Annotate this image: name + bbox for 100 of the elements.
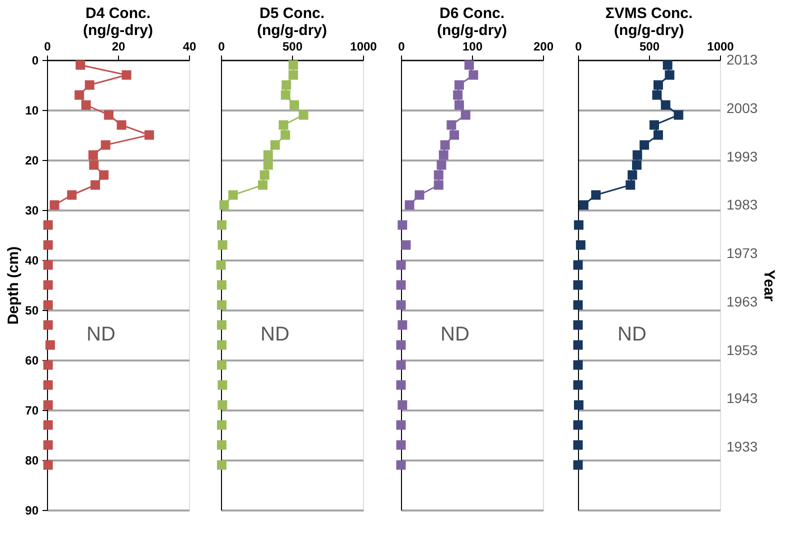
text: 2003 <box>726 100 758 116</box>
point <box>216 220 226 230</box>
point <box>453 90 463 100</box>
point <box>228 190 238 200</box>
point <box>218 240 228 250</box>
point <box>653 130 663 140</box>
y-tick-label: 70 <box>25 404 39 418</box>
point <box>436 160 446 170</box>
point <box>573 280 583 290</box>
point <box>43 460 53 470</box>
x-tick-label: 200 <box>533 40 554 54</box>
point <box>288 60 298 70</box>
point <box>468 70 478 80</box>
chart-title: D4 Conc. (ng/g-dry) <box>83 5 153 39</box>
point <box>218 400 228 410</box>
point <box>632 160 642 170</box>
point <box>464 60 474 70</box>
point <box>396 420 406 430</box>
point <box>288 70 298 80</box>
point <box>216 420 226 430</box>
annotation: ND <box>260 324 290 346</box>
x-tick-label: 500 <box>282 40 303 54</box>
point <box>573 340 583 350</box>
point <box>218 380 228 390</box>
point <box>282 80 292 90</box>
point <box>216 460 226 470</box>
annotation: ND <box>440 324 470 346</box>
point <box>144 130 154 140</box>
point <box>278 120 288 130</box>
y-axis-title: Depth (cm) <box>5 246 22 325</box>
point <box>460 110 470 120</box>
point <box>398 220 408 230</box>
point <box>454 100 464 110</box>
point <box>396 360 406 370</box>
point <box>628 170 638 180</box>
x-tick-label: 0 <box>398 40 406 54</box>
text: 2013 <box>726 52 758 68</box>
point <box>88 150 98 160</box>
y-tick-label: 10 <box>25 104 39 118</box>
point <box>81 100 91 110</box>
point <box>438 150 448 160</box>
point <box>660 100 670 110</box>
point <box>450 130 459 140</box>
point <box>396 340 406 350</box>
text: 1953 <box>726 342 758 358</box>
text: 1973 <box>726 245 758 262</box>
point <box>89 160 99 170</box>
point <box>67 190 77 200</box>
y-tick-label: 50 <box>25 304 39 318</box>
point <box>43 320 53 330</box>
x-tick-label: 20 <box>112 40 126 54</box>
point <box>43 260 53 270</box>
point <box>574 220 584 230</box>
point <box>43 400 53 410</box>
point <box>116 120 126 130</box>
point <box>216 320 226 330</box>
point <box>76 60 86 70</box>
point <box>454 80 464 90</box>
point <box>270 140 280 150</box>
y-tick-label: 80 <box>25 454 39 468</box>
point <box>446 120 456 130</box>
point <box>43 420 53 430</box>
y2-axis-title: Year <box>760 270 778 302</box>
point <box>280 130 290 140</box>
point <box>574 400 584 410</box>
point <box>219 200 229 210</box>
point <box>414 190 424 200</box>
point <box>650 120 659 130</box>
point <box>626 180 636 190</box>
x-tick-label: 100 <box>462 40 483 54</box>
point <box>396 300 406 310</box>
point <box>573 380 583 390</box>
point <box>573 420 583 430</box>
point <box>434 180 444 190</box>
point <box>290 100 300 110</box>
point <box>100 140 110 150</box>
point <box>99 170 109 180</box>
x-tick-label: 1000 <box>707 40 734 54</box>
x-tick-label: 500 <box>639 40 660 54</box>
point <box>591 190 601 200</box>
point <box>43 440 53 450</box>
point <box>43 220 53 230</box>
point <box>298 110 308 120</box>
chart-title: ΣVMS Conc. (ng/g-dry) <box>605 5 693 39</box>
point <box>398 400 408 410</box>
y-tick-label: 60 <box>25 354 39 368</box>
point <box>50 200 60 210</box>
y-tick-label: 40 <box>25 254 39 268</box>
point <box>216 300 226 310</box>
point <box>398 320 408 330</box>
point <box>578 200 588 210</box>
point <box>401 240 411 250</box>
point <box>43 280 53 290</box>
point <box>84 80 94 90</box>
point <box>216 360 226 370</box>
point <box>216 340 226 350</box>
y-tick-label: 90 <box>25 504 39 518</box>
point <box>662 60 672 70</box>
point <box>90 180 100 190</box>
point <box>396 460 406 470</box>
